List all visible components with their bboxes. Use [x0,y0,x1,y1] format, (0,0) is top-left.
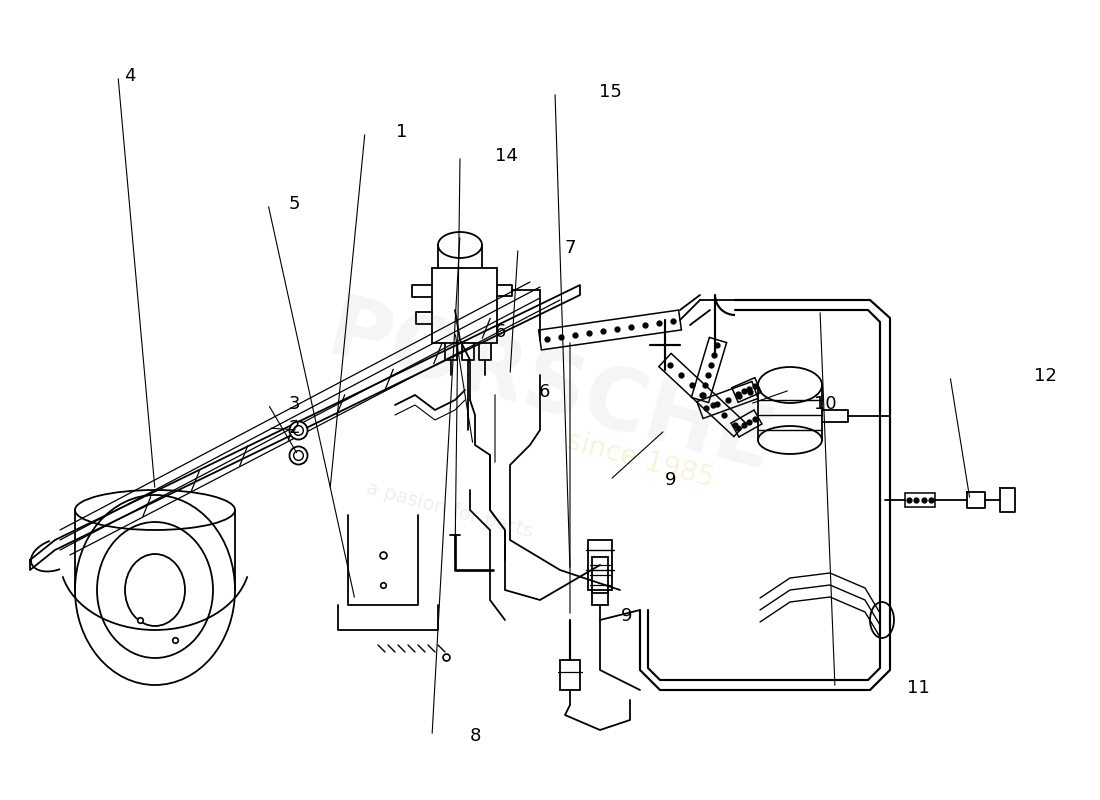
Text: since 1985: since 1985 [563,427,717,493]
Bar [432,268,497,343]
Text: 14: 14 [495,147,517,165]
Text: 3: 3 [289,395,300,413]
Text: 9: 9 [666,471,676,489]
Text: 15: 15 [600,83,621,101]
Bar [560,660,580,690]
Text: 12: 12 [1034,367,1056,385]
Text: 8: 8 [470,727,481,745]
Text: 11: 11 [908,679,930,697]
Text: 5: 5 [289,195,300,213]
Bar [592,557,608,593]
Text: a pasion for parts: a pasion for parts [364,478,536,542]
Text: 9: 9 [621,607,632,625]
Text: PORSCHE: PORSCHE [318,290,782,490]
Text: 4: 4 [124,67,135,85]
Text: 2: 2 [289,419,300,437]
Text: 1: 1 [396,123,407,141]
Text: 7: 7 [564,239,575,257]
Text: 6: 6 [539,383,550,401]
Text: 6: 6 [495,323,506,341]
Text: 10: 10 [814,395,836,413]
Bar [588,540,612,590]
